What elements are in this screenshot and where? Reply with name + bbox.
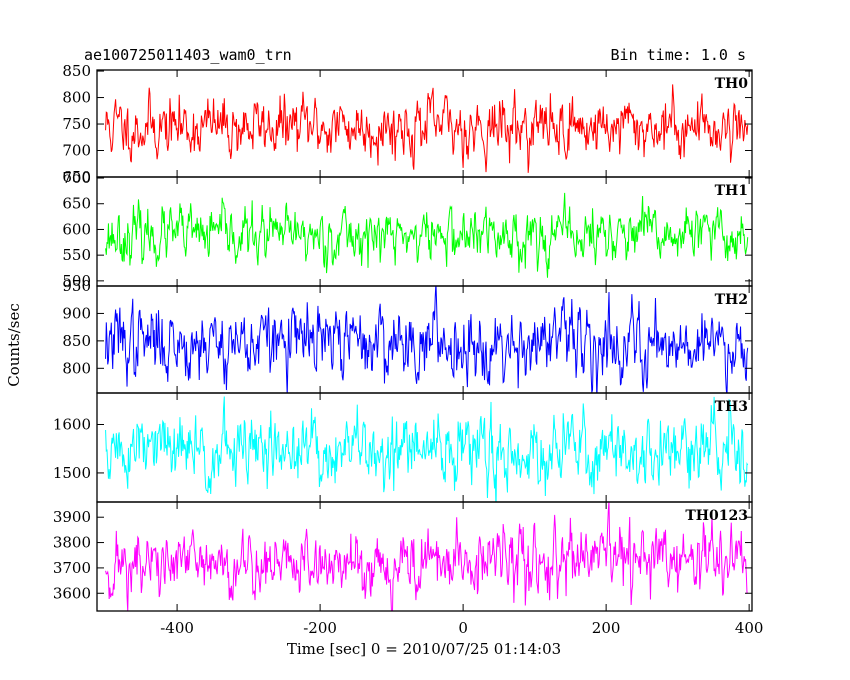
y-tick-label: 950 <box>62 277 91 295</box>
panel-frame <box>96 69 753 178</box>
panel-title: TH1 <box>715 183 748 199</box>
y-tick-label: 650 <box>62 195 91 213</box>
y-tick-label: 1600 <box>53 415 91 433</box>
x-tick-label: -400 <box>160 619 194 637</box>
x-tick-label: 0 <box>458 619 468 637</box>
panel-title: TH3 <box>715 399 748 415</box>
y-tick-label: 1500 <box>53 464 91 482</box>
y-tick-label: 3800 <box>53 534 91 552</box>
panel-frame <box>96 501 753 612</box>
panel-th3: 1500 1600 TH3 <box>53 392 753 503</box>
series-line-th3 <box>105 396 749 502</box>
y-tick-label: 700 <box>62 169 91 187</box>
x-axis-label: Time [sec] 0 = 2010/07/25 01:14:03 <box>287 640 561 658</box>
y-tick-label: 550 <box>62 246 91 264</box>
x-tick-label: 400 <box>735 619 764 637</box>
x-axis: -400 -200 0 200 400 <box>160 619 763 637</box>
header-right: Bin time: 1.0 s <box>611 46 746 64</box>
header-left: ae100725011403_wam0_trn <box>84 46 292 64</box>
panel-frame <box>96 176 753 287</box>
y-tick-label: 700 <box>62 142 91 160</box>
series-line-th0123 <box>105 502 748 611</box>
panel-title: TH2 <box>715 292 748 308</box>
panel-title: TH0123 <box>685 508 748 524</box>
y-tick-label: 800 <box>62 89 91 107</box>
panel-th0123: 3600 3700 3800 3900 TH0123 <box>53 501 753 612</box>
y-tick-label: 750 <box>62 115 91 133</box>
panel-th2: 800 850 900 950 TH2 <box>62 277 753 394</box>
y-tick-label: 3700 <box>53 559 91 577</box>
panels: 650700750800850TH0500550600650700TH18008… <box>53 62 753 612</box>
series-line-th2 <box>105 286 749 393</box>
y-tick-label: 3900 <box>53 508 91 526</box>
series-line-th1 <box>105 192 749 278</box>
y-tick-label: 3600 <box>53 584 91 602</box>
y-axis-label: Counts/sec <box>5 303 23 387</box>
y-tick-label: 800 <box>62 359 91 377</box>
y-tick-label: 500 <box>62 272 91 290</box>
series-line-th0 <box>105 84 749 173</box>
y-tick-label: 850 <box>62 62 91 80</box>
y-tick-label: 850 <box>62 332 91 350</box>
y-tick-label: 600 <box>62 220 91 238</box>
x-tick-label: -200 <box>303 619 337 637</box>
panel-title: TH0 <box>715 76 749 92</box>
y-tick-label: 650 <box>62 168 91 186</box>
x-tick-label: 200 <box>592 619 621 637</box>
y-tick-label: 900 <box>62 304 91 322</box>
